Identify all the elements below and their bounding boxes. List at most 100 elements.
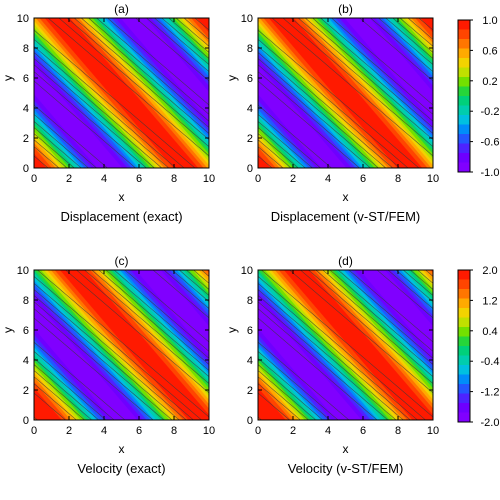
contour-line [34, 133, 75, 168]
y-tick-label: 2 [23, 133, 29, 145]
contour-line [258, 358, 331, 420]
contour-line [146, 18, 209, 72]
colorbar-band [458, 162, 470, 173]
colorbar-band [458, 134, 470, 144]
x-axis-label: x [119, 442, 125, 456]
colorbar-tick-label: 2.0 [482, 265, 497, 277]
y-tick-label: 4 [247, 355, 253, 367]
colorbar-band [458, 58, 470, 68]
colorbar-band [458, 77, 470, 87]
y-axis-label: y [1, 327, 15, 333]
x-tick-label: 6 [360, 173, 366, 185]
contour-line [113, 270, 209, 352]
contour-line [308, 270, 433, 377]
colorbar-tick-label: 1.2 [482, 295, 497, 307]
contour-line [171, 270, 209, 302]
contour-line [34, 52, 169, 168]
contour-line [258, 52, 393, 168]
contour-line [359, 18, 433, 82]
colorbar-bottom: 2.0 1.2 0.4 -0.4 -1.2 -2.0 [457, 265, 500, 429]
contour-line [376, 270, 433, 319]
colorbar-tick-label: 0.6 [482, 45, 497, 57]
contour-line [34, 351, 115, 420]
colorbar-band [458, 412, 470, 423]
x-tick-label: 8 [395, 425, 401, 437]
x-tick-label: 0 [255, 425, 261, 437]
x-tick-label: 6 [360, 425, 366, 437]
plot-frame [33, 17, 210, 169]
contour-line [34, 317, 154, 420]
contour-line [34, 39, 185, 168]
contour-line [34, 289, 187, 420]
x-tick-label: 10 [427, 173, 439, 185]
colorbar-band [458, 355, 470, 366]
panel-label: (b) [338, 2, 353, 16]
colorbar-band [458, 289, 470, 299]
y-tick-label: 10 [17, 265, 29, 277]
x-tick-label: 2 [290, 173, 296, 185]
colorbar-tick-label: -0.2 [481, 106, 500, 118]
contour-line [320, 18, 433, 115]
contour-line [417, 270, 433, 284]
contour-line [34, 146, 60, 168]
contour-line [258, 317, 378, 420]
contour-line [282, 18, 433, 147]
panel-caption: Displacement (exact) [60, 209, 182, 224]
contour-line [418, 18, 433, 31]
panel-caption: Velocity (exact) [77, 461, 165, 476]
x-tick-label: 4 [325, 425, 331, 437]
y-tick-label: 4 [23, 103, 29, 115]
contour-line [298, 18, 433, 134]
x-tick-label: 0 [255, 173, 261, 185]
y-tick-label: 4 [247, 103, 253, 115]
x-tick-label: 6 [136, 425, 142, 437]
contour-line [403, 270, 433, 296]
contour-line [34, 80, 136, 168]
colorbar-tick-label: -0.4 [481, 356, 500, 368]
contour-line [47, 18, 209, 157]
panel-label: (a) [114, 2, 129, 16]
y-tick-label: 6 [247, 325, 253, 337]
y-tick-label: 8 [247, 295, 253, 307]
colorbar-tick-label: -0.6 [481, 137, 500, 149]
contour-line [322, 270, 433, 365]
contour-line [34, 104, 108, 168]
colorbar-tick-label: 0.4 [482, 326, 497, 338]
contour-line [34, 370, 92, 420]
contour-line [395, 270, 433, 302]
y-tick-label: 10 [241, 13, 253, 25]
contour-line [329, 270, 433, 359]
contour-line [34, 295, 180, 420]
contour-line [258, 376, 309, 420]
y-axis-label: y [225, 75, 239, 81]
y-tick-label: 4 [23, 355, 29, 367]
contour-line [201, 270, 209, 277]
contour-line [105, 270, 209, 359]
colorbar-band [458, 365, 470, 375]
x-tick-label: 0 [31, 425, 37, 437]
contour-line [74, 18, 209, 134]
contour-line [258, 127, 306, 168]
contour-line [410, 270, 433, 290]
panel-2: 0 2 4 6 8 10 0 2 4 6 8 10 (c) x y Velocity (exact) [1, 254, 215, 476]
contour-line [163, 270, 209, 309]
contour-line [186, 270, 209, 290]
contour-line [258, 39, 409, 168]
contour-line [300, 270, 433, 384]
panel-1: 0 2 4 6 8 10 0 2 4 6 8 10 (b) x y Displacement (v-ST/FE… [225, 2, 439, 224]
panel-label: (d) [338, 254, 353, 268]
x-tick-label: 4 [325, 173, 331, 185]
contour-line [58, 18, 209, 147]
colorbar-band [458, 317, 470, 328]
x-tick-label: 10 [427, 425, 439, 437]
x-axis-label: x [119, 190, 125, 204]
contour-line [34, 71, 147, 168]
panel-caption: Velocity (v-ST/FEM) [288, 461, 404, 476]
contour-line [135, 18, 209, 82]
heatmap-field [34, 18, 209, 168]
x-axis-label: x [343, 442, 349, 456]
x-tick-label: 6 [136, 173, 142, 185]
contour-line [258, 308, 389, 420]
y-axis-label: y [225, 327, 239, 333]
contour-line [387, 270, 433, 309]
